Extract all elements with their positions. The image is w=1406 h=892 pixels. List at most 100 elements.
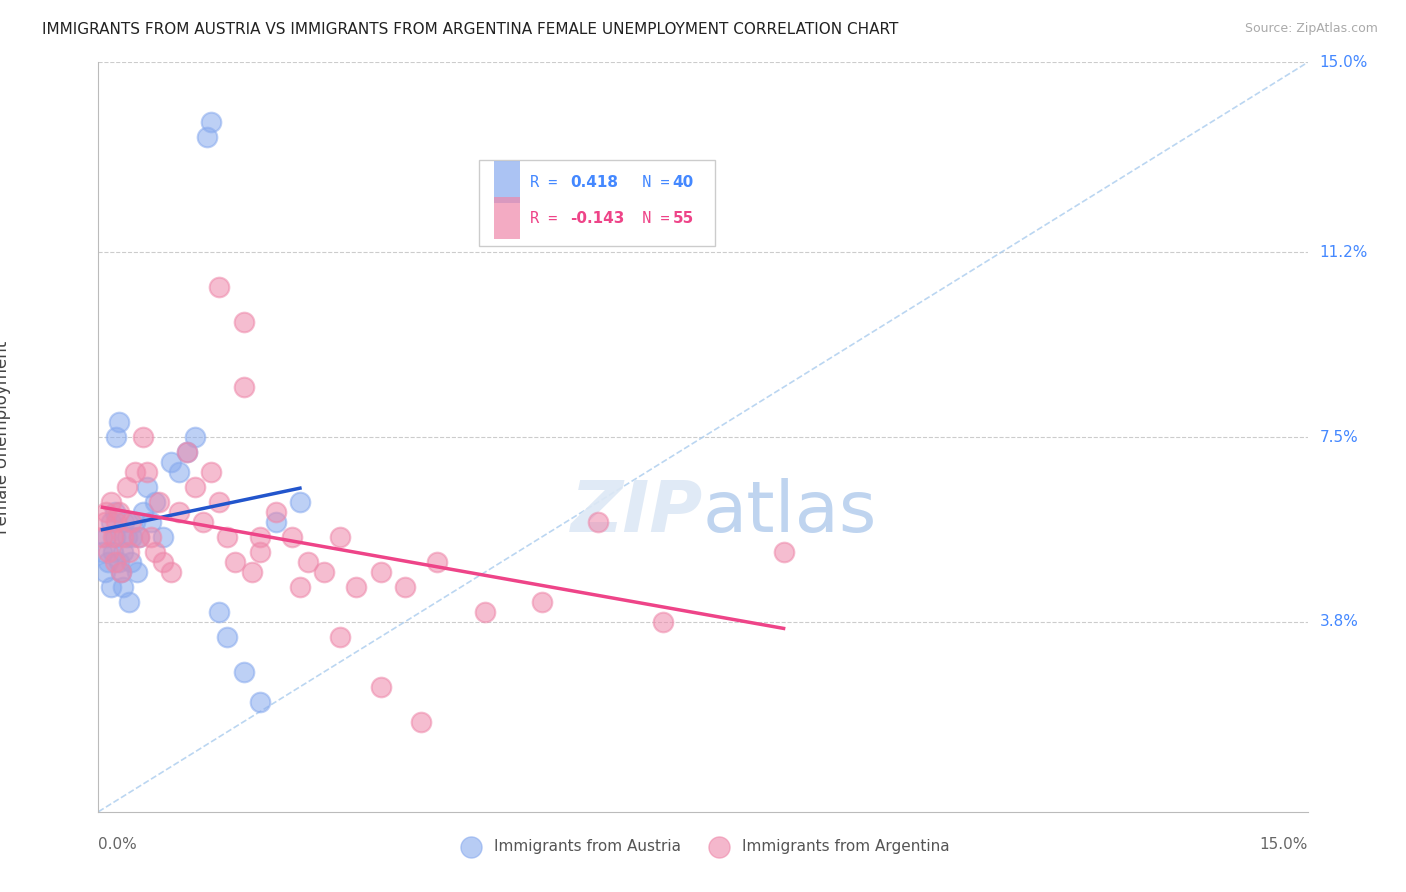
Point (96, 505, 118, 519)
Point (208, 280, 231, 294)
Point (394, 580, 416, 594)
Point (105, 430, 128, 444)
Point (249, 545, 271, 559)
Point (772, 545, 794, 559)
Point (94, 515, 117, 529)
Point (288, 580, 311, 594)
Point (124, 515, 146, 529)
Point (148, 495, 170, 509)
Point (474, 605, 496, 619)
Text: 0.0%: 0.0% (98, 837, 138, 852)
Point (224, 555, 246, 569)
Point (120, 515, 142, 529)
Point (264, 515, 287, 529)
Point (217, 530, 239, 544)
Point (200, 115, 222, 129)
Text: atlas: atlas (703, 477, 877, 547)
Point (232, 380, 254, 394)
Point (115, 530, 138, 544)
Point (208, 605, 231, 619)
Point (176, 445, 198, 459)
Point (105, 515, 128, 529)
Text: R =: R = (530, 211, 567, 226)
Point (101, 530, 124, 544)
Point (100, 515, 122, 529)
Point (184, 430, 207, 444)
Point (110, 565, 132, 579)
Bar (494, 197, 520, 238)
Text: 55: 55 (672, 211, 695, 226)
Point (97, 545, 120, 559)
Point (100, 580, 122, 594)
Point (107, 505, 129, 519)
Bar (479, 160, 716, 246)
Point (281, 530, 304, 544)
Point (132, 505, 155, 519)
Point (370, 680, 392, 694)
Point (100, 495, 122, 509)
Point (115, 480, 138, 494)
Point (370, 565, 392, 579)
Point (176, 445, 198, 459)
Text: 11.2%: 11.2% (1320, 244, 1368, 260)
Text: 15.0%: 15.0% (1320, 55, 1368, 70)
Point (91, 530, 114, 544)
Point (232, 315, 254, 329)
Point (101, 545, 124, 559)
Point (586, 515, 609, 529)
Point (232, 665, 254, 679)
Point (240, 565, 263, 579)
Text: R =: R = (530, 175, 575, 190)
Point (426, 555, 449, 569)
Text: 7.5%: 7.5% (1320, 430, 1358, 444)
Point (107, 415, 129, 429)
Point (96, 530, 118, 544)
Point (193, 515, 215, 529)
Point (94, 565, 117, 579)
Point (139, 530, 162, 544)
Point (124, 465, 146, 479)
Point (200, 465, 222, 479)
Point (288, 495, 311, 509)
Point (143, 545, 166, 559)
Text: Female Unemployment: Female Unemployment (0, 341, 11, 533)
Point (112, 515, 135, 529)
Point (132, 430, 155, 444)
Point (297, 555, 319, 569)
Point (264, 505, 287, 519)
Legend: Immigrants from Austria, Immigrants from Argentina: Immigrants from Austria, Immigrants from… (450, 833, 956, 860)
Point (167, 465, 190, 479)
Point (111, 545, 134, 559)
Point (329, 630, 352, 644)
Point (139, 515, 162, 529)
Bar (494, 161, 520, 202)
Point (167, 505, 190, 519)
Point (120, 555, 142, 569)
Point (217, 630, 239, 644)
Point (107, 555, 129, 569)
Point (152, 555, 174, 569)
Text: IMMIGRANTS FROM AUSTRIA VS IMMIGRANTS FROM ARGENTINA FEMALE UNEMPLOYMENT CORRELA: IMMIGRANTS FROM AUSTRIA VS IMMIGRANTS FR… (42, 22, 898, 37)
Point (530, 595, 553, 609)
Point (314, 565, 336, 579)
Text: 40: 40 (672, 175, 695, 190)
Point (128, 530, 150, 544)
Point (111, 580, 134, 594)
Point (118, 595, 141, 609)
Point (249, 530, 271, 544)
Point (160, 455, 183, 469)
Text: ZIP: ZIP (571, 477, 703, 547)
Point (152, 530, 174, 544)
Point (409, 714, 432, 729)
Text: N =: N = (624, 175, 679, 190)
Point (249, 695, 271, 709)
Point (135, 465, 157, 479)
Point (118, 545, 141, 559)
Point (103, 530, 125, 544)
Point (128, 530, 150, 544)
Point (208, 495, 231, 509)
Point (97, 555, 120, 569)
Text: 15.0%: 15.0% (1260, 837, 1308, 852)
Point (91, 545, 114, 559)
Point (103, 555, 125, 569)
